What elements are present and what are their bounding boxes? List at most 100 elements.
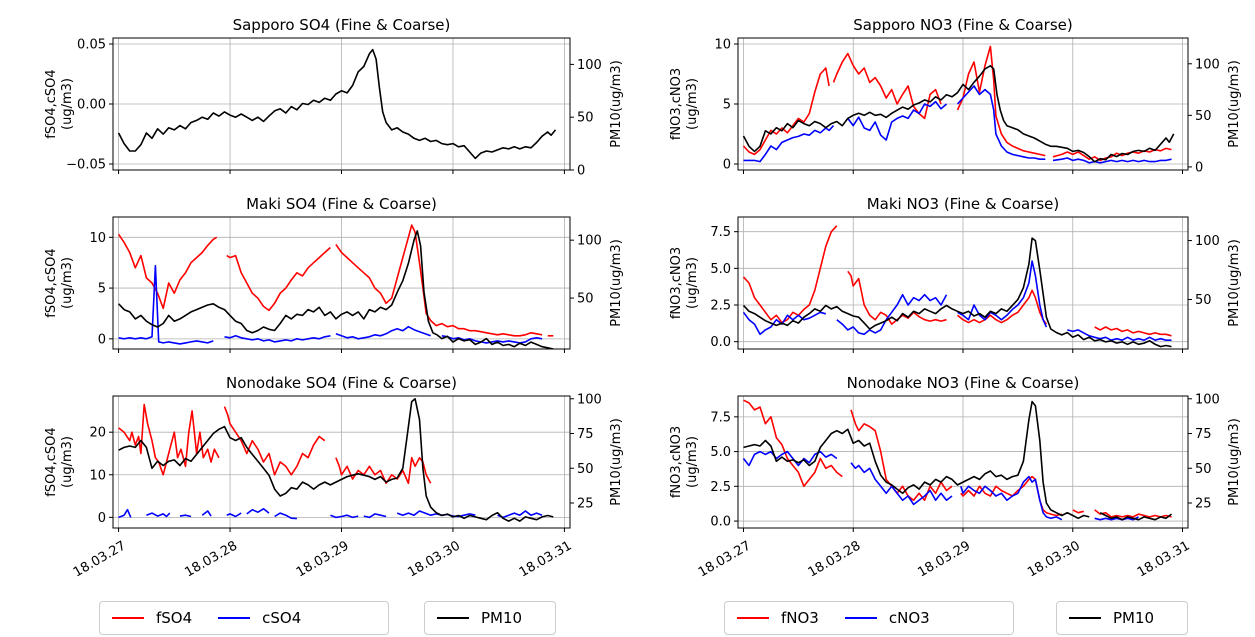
series-cSO4-segment-8 (363, 513, 387, 519)
panel-4: 0 10 20 25 50 75 100 18.03.27 18.03.28 18.03.29 18… (44, 374, 624, 580)
y2-axis-label: PM10(ug/m3) (1227, 60, 1242, 148)
series-PM10-segment-1 (1099, 511, 1172, 521)
series-fSO4-segment-2 (335, 456, 432, 485)
y2-tick-label-3: 100 (1195, 392, 1220, 407)
y-tick-label-1: 2.5 (710, 480, 731, 495)
y2-tick-label-2: 75 (577, 427, 594, 442)
x-tick-label-1: 18.03.28 (182, 538, 240, 580)
y-tick-label-3: 7.5 (710, 225, 731, 240)
series-cNO3-segment-3 (1052, 157, 1172, 164)
y2-tick-label-1: 100 (577, 234, 602, 249)
y-tick-label-0: 0.0 (710, 335, 731, 350)
legend-entry-cNO3: cNO3 (844, 609, 930, 627)
legend-entry-cSO4: cSO4 (218, 609, 301, 627)
series-fSO4-segment-0 (118, 403, 220, 476)
legend-entry-PM10: PM10 (1069, 609, 1154, 627)
series-cSO4-segment-2 (179, 514, 192, 518)
y2-tick-label-1: 50 (577, 462, 594, 477)
y-axis-label-line-1: (ug/m3) (60, 78, 75, 130)
series-fNO3-segment-2 (957, 289, 1048, 325)
y-axis-label-line-0: fNO3,cNO3 (669, 426, 684, 498)
series-fSO4-segment-1 (226, 246, 331, 312)
panel-title: Maki NO3 (Fine & Coarse) (867, 195, 1060, 213)
series-cSO4-segment-6 (274, 512, 297, 520)
y2-tick-label-1: 50 (577, 111, 594, 126)
y2-tick-label-0: 25 (577, 496, 594, 511)
series-cSO4-segment-5 (246, 507, 270, 515)
series-fNO3-segment-3 (1094, 326, 1172, 337)
series-fNO3-segment-1 (847, 270, 947, 325)
series-PM10-segment-0 (118, 397, 554, 522)
series-cNO3-segment-3 (1094, 516, 1139, 521)
x-tick-label-0: 18.03.27 (71, 538, 129, 580)
y2-tick-label-0: 0 (1195, 160, 1203, 175)
x-tick-label-2: 18.03.29 (915, 538, 973, 580)
x-tick-label-1: 18.03.28 (806, 538, 864, 580)
series-PM10-segment-0 (743, 400, 1090, 520)
y2-tick-label-2: 100 (577, 58, 602, 73)
series-fNO3-segment-3 (1072, 509, 1084, 514)
series-cNO3-segment-1 (850, 462, 953, 506)
x-tick-label-0: 18.03.27 (696, 538, 754, 580)
series-cSO4-segment-1 (146, 512, 171, 518)
y2-axis-label: PM10(ug/m3) (609, 239, 624, 327)
series-cNO3-segment-2 (957, 260, 1048, 328)
series-cSO4-segment-9 (396, 510, 476, 518)
series-cSO4-segment-7 (330, 514, 359, 519)
series-cNO3-segment-1 (847, 100, 948, 141)
y2-tick-label-0: 0 (577, 164, 585, 179)
legend-swatch (844, 617, 877, 619)
y-tick-label-0: −0.05 (66, 158, 106, 173)
y-axis-label-line-1: (ug/m3) (685, 257, 700, 309)
series-cSO4-segment-10 (497, 510, 543, 519)
y-tick-label-0: 0.0 (710, 515, 731, 530)
legend-entry-PM10: PM10 (437, 609, 522, 627)
legend-left-fine-coarse: fSO4 cSO4 (99, 601, 389, 635)
series-cNO3-segment-0 (742, 450, 838, 467)
y2-axis-label: PM10(ug/m3) (1227, 418, 1242, 506)
series-cNO3-segment-2 (960, 475, 1063, 521)
panel-5: 0.0 2.5 5.0 7.5 25 50 75 100 18.03.27 18.03.28 18.… (669, 374, 1242, 580)
panel-title: Maki SO4 (Fine & Coarse) (246, 195, 437, 213)
y-tick-label-0: 0 (98, 511, 106, 526)
y-axis-label-line-0: fSO4,cSO4 (44, 248, 59, 317)
legend-right-fine-coarse: fNO3 cNO3 (724, 601, 1014, 635)
series-fNO3-segment-0 (742, 67, 830, 156)
y-tick-label-0: 0 (98, 332, 106, 347)
panel-0: −0.05 0.00 0.05 0 50 100 Sapporo SO4 (Fine & C… (44, 16, 624, 179)
series-cSO4-segment-4 (226, 512, 242, 518)
series-PM10-segment-0 (742, 237, 1172, 348)
y-axis-label-line-0: fNO3,cNO3 (669, 247, 684, 319)
series-cSO4-segment-2 (335, 325, 431, 340)
y-tick-label-1: 2.5 (710, 299, 731, 314)
x-tick-label-3: 18.03.30 (405, 538, 463, 580)
y-tick-label-2: 5.0 (710, 262, 731, 277)
y2-tick-label-1: 50 (1195, 109, 1212, 124)
y-tick-label-2: 10 (89, 231, 106, 246)
y-axis-label-line-1: (ug/m3) (60, 436, 75, 488)
series-fNO3-segment-0 (743, 399, 843, 488)
series-fNO3-segment-1 (832, 52, 942, 120)
y2-tick-label-2: 100 (1195, 57, 1220, 72)
legend-label: fNO3 (781, 609, 819, 627)
y-axis-label-line-1: (ug/m3) (685, 436, 700, 488)
legend-entry-fNO3: fNO3 (737, 609, 819, 627)
series-fNO3-segment-0 (742, 225, 838, 324)
y-tick-label-0: 0 (723, 158, 731, 173)
series-fNO3-segment-4 (1094, 509, 1172, 518)
series-fNO3-segment-1 (850, 409, 953, 502)
y-axis-label-line-1: (ug/m3) (685, 78, 700, 130)
panel-title: Sapporo NO3 (Fine & Coarse) (853, 16, 1073, 34)
series-PM10-segment-0 (118, 230, 554, 349)
legend-right-pm10: PM10 (1056, 601, 1188, 635)
panel-2: 0 5 10 50 100 Maki SO4 (Fine & Coarse) fSO4,cS… (44, 195, 624, 353)
series-fSO4-segment-1 (223, 406, 326, 476)
legend-label: PM10 (1113, 609, 1155, 627)
legend-label: cNO3 (888, 609, 930, 627)
y-tick-label-2: 20 (89, 426, 106, 441)
legend-left-pm10: PM10 (424, 601, 556, 635)
series-PM10-segment-0 (742, 65, 1175, 163)
series-cSO4-segment-0 (118, 508, 132, 519)
